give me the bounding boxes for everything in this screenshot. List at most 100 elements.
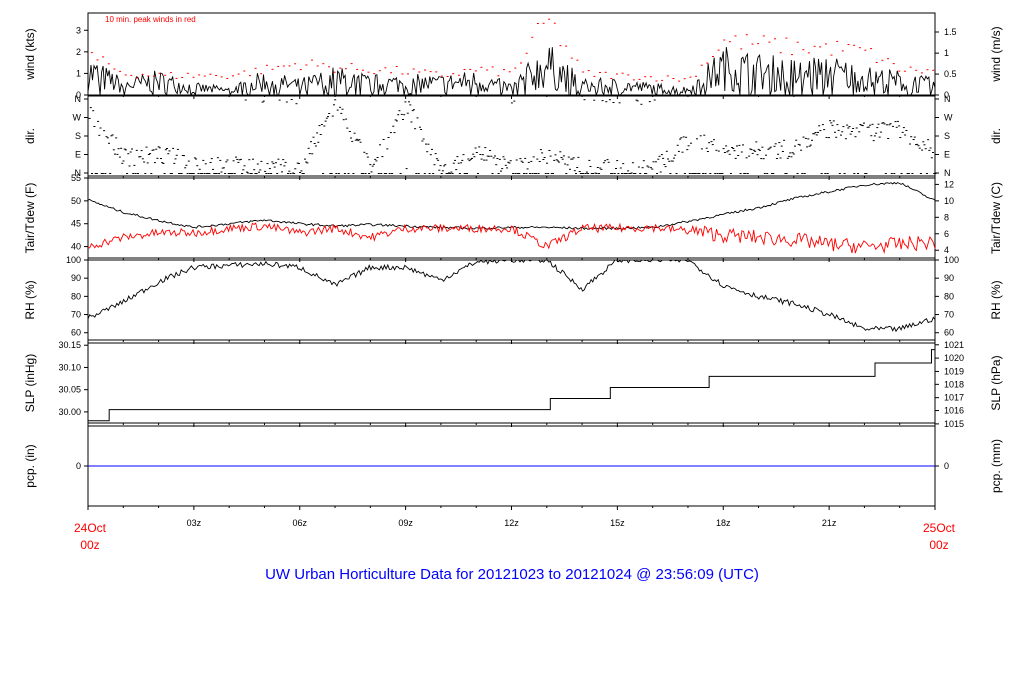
dir-point — [878, 136, 881, 138]
dir-point — [664, 166, 667, 168]
dir-point — [237, 161, 240, 163]
dir-point — [667, 158, 669, 160]
wind-peak-point — [712, 56, 714, 57]
dir-point — [573, 170, 576, 172]
dir-point — [461, 159, 464, 161]
wind-peak-point — [734, 35, 737, 37]
dir-point — [934, 173, 937, 174]
dir-point — [579, 173, 582, 174]
dir-point — [312, 136, 315, 138]
dir-point — [506, 167, 509, 169]
dir-point — [797, 143, 800, 145]
dir-point — [491, 173, 494, 174]
wind-peak-point — [215, 75, 218, 76]
dir-point — [276, 173, 279, 174]
dir-point — [784, 173, 787, 174]
dir-point — [433, 164, 436, 166]
dir-point — [766, 173, 769, 174]
dir-point — [569, 168, 571, 170]
wind-peak-point — [113, 68, 116, 70]
dir-point — [411, 110, 414, 112]
dir-point — [858, 131, 861, 133]
dir-point — [122, 160, 125, 162]
x-end-date: 25Oct — [923, 521, 956, 535]
pcp-ytick-left: 0 — [76, 461, 81, 471]
dir-point — [299, 172, 302, 173]
wind-peak-point — [356, 68, 359, 70]
dir-point — [921, 149, 924, 151]
dir-point — [93, 126, 96, 127]
dir-point — [172, 147, 175, 149]
dir-point — [239, 158, 242, 160]
dir-point — [842, 126, 845, 128]
dir-point — [231, 173, 234, 174]
wind-peak-point — [491, 66, 494, 68]
dir-point — [848, 126, 851, 128]
dir-point — [412, 109, 415, 111]
dir-point — [526, 168, 529, 170]
dir-point — [139, 156, 142, 158]
dir-point — [780, 145, 783, 147]
dir-point — [297, 163, 300, 164]
pcp-ylabel-left: pcp. (in) — [23, 444, 37, 487]
dir-point — [324, 120, 327, 122]
wind-peak-point — [932, 69, 935, 71]
dir-point — [788, 155, 790, 157]
dir-point — [652, 161, 655, 163]
wind-peak-point — [192, 76, 195, 78]
dir-point — [628, 173, 631, 174]
dir-point — [899, 137, 902, 138]
dir-point — [162, 163, 165, 164]
dir-point — [116, 153, 119, 155]
dir-point — [351, 140, 354, 142]
wind-peak-point — [548, 18, 551, 20]
wind-peak-point — [599, 72, 601, 73]
dir-point — [854, 136, 857, 138]
dir-point — [507, 161, 510, 163]
dir-point — [843, 173, 846, 174]
dir-point — [451, 173, 454, 174]
dir-point — [174, 158, 177, 160]
wind-peak-point — [446, 76, 449, 77]
dir-point — [674, 154, 677, 156]
wind-ytick-right: 1 — [944, 48, 949, 58]
dir-point — [342, 119, 345, 121]
dir-point — [697, 173, 700, 174]
dir-point — [550, 173, 553, 174]
dir-point — [807, 138, 810, 140]
dir-point — [186, 173, 189, 174]
dir-point — [508, 162, 511, 164]
dir-point — [514, 173, 517, 174]
dir-point — [654, 161, 657, 163]
dir-point — [865, 173, 868, 174]
dir-point — [857, 173, 859, 174]
dir-point — [884, 173, 887, 174]
dir-ylabel-left: dir. — [23, 128, 37, 144]
dir-point — [768, 147, 771, 149]
dir-point — [91, 173, 93, 174]
dir-point — [898, 125, 901, 127]
wind-peak-point — [147, 75, 150, 77]
wind-peak-point — [717, 49, 720, 51]
dir-point — [827, 137, 830, 139]
dir-point — [675, 173, 678, 174]
wind-peak-point — [463, 69, 466, 70]
dir-point — [414, 128, 417, 130]
dir-point — [283, 165, 286, 167]
temp-ytick-right: 10 — [944, 196, 954, 206]
dir-point — [415, 173, 418, 174]
dir-point — [871, 123, 874, 125]
dir-point — [141, 158, 144, 160]
dir-point — [480, 158, 483, 160]
dir-point — [668, 160, 671, 162]
dir-point — [271, 161, 274, 163]
dir-point — [173, 162, 176, 164]
dir-point — [610, 173, 613, 174]
dir-point — [306, 162, 309, 164]
dir-point — [765, 154, 767, 156]
dir-point — [583, 99, 586, 101]
wind-peak-point — [898, 70, 901, 72]
dir-point — [725, 145, 728, 147]
dir-point — [327, 116, 329, 118]
dir-point — [738, 144, 741, 146]
